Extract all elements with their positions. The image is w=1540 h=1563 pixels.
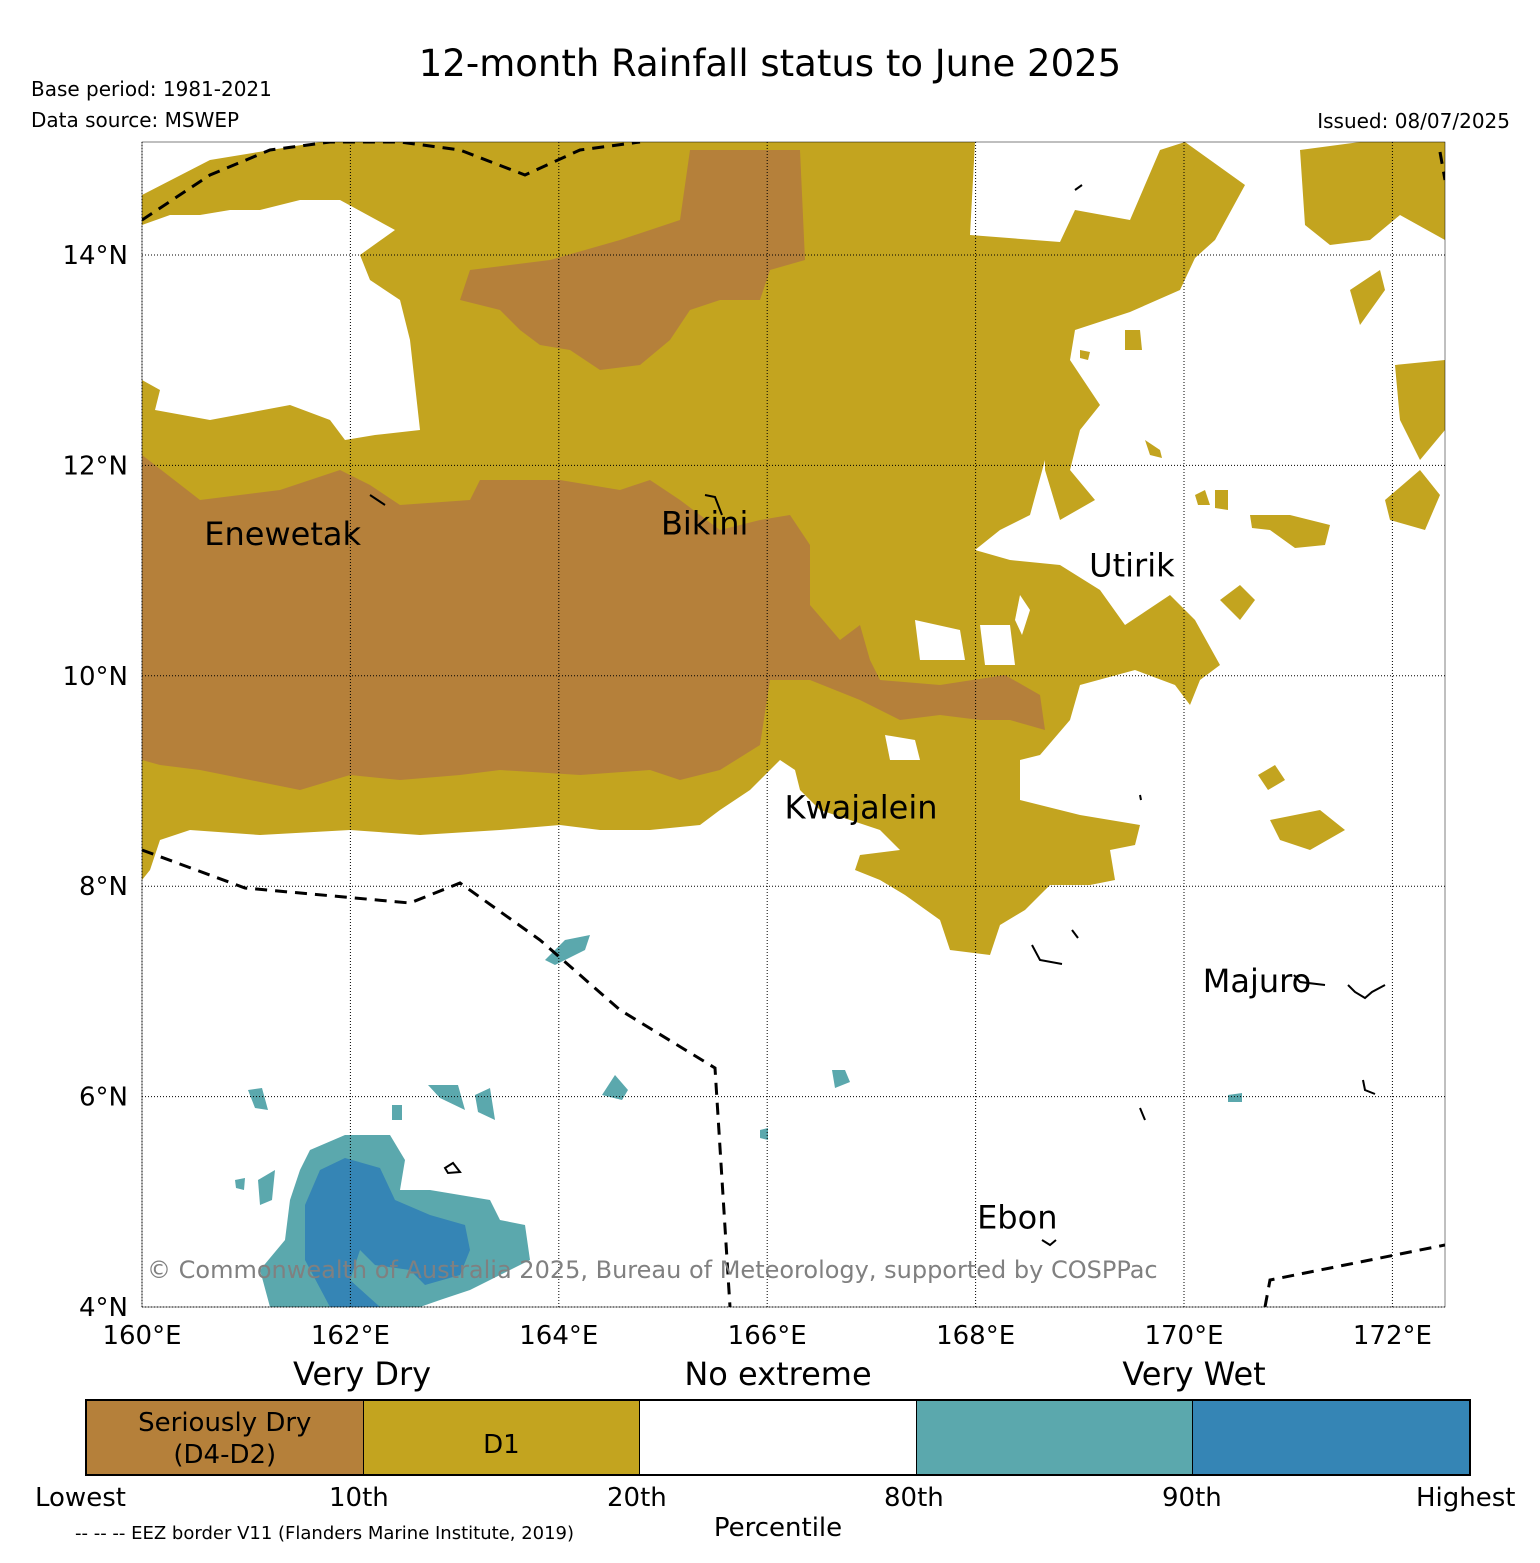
colorbar-seriously-dry: Seriously Dry (D4-D2) (87, 1401, 364, 1474)
lon-tick-label: 172°E (1353, 1321, 1432, 1351)
percentile-10th: 10th (329, 1483, 389, 1513)
island-outlines (369, 184, 1386, 1247)
map-frame (141, 141, 1446, 1308)
percentile-90th: 90th (1162, 1483, 1222, 1513)
lon-tick-label: 168°E (936, 1321, 1015, 1351)
place-labels: Enewetak Bikini Utirik Kwajalein Majuro Ebon (204, 504, 1311, 1236)
colorbar-no-extreme (640, 1401, 917, 1474)
lon-tick-label: 160°E (102, 1321, 181, 1351)
percentile-highest: Highest (1416, 1483, 1516, 1513)
longitude-labels: 160°E 162°E 164°E 166°E 168°E 170°E 172°E (102, 1321, 1431, 1351)
data-source: Data source: MSWEP (31, 108, 240, 132)
lat-tick-label: 4°N (79, 1293, 128, 1323)
issued-date: Issued: 08/07/2025 (1317, 109, 1510, 133)
place-label-enewetak: Enewetak (204, 515, 361, 553)
eez-border (142, 142, 1445, 1307)
percentile-20th: 20th (607, 1483, 667, 1513)
lon-tick-label: 164°E (519, 1321, 598, 1351)
colorbar-d1: D1 (363, 1401, 641, 1474)
legend-group-very-dry: Very Dry (292, 1355, 432, 1393)
legend-group-very-wet: Very Wet (1122, 1355, 1266, 1393)
percentile-title: Percentile (713, 1513, 843, 1543)
lon-tick-label: 162°E (311, 1321, 390, 1351)
colorbar-very-wet (916, 1401, 1194, 1474)
percentile-lowest: Lowest (35, 1483, 126, 1513)
colorbar: Seriously Dry (D4-D2) D1 (85, 1399, 1471, 1476)
lat-tick-label: 6°N (79, 1083, 128, 1113)
latitude-labels: 4°N 6°N 8°N 10°N 12°N 14°N (62, 241, 128, 1323)
map-title: 12-month Rainfall status to June 2025 (418, 42, 1122, 85)
colorbar-label-d1: D1 (483, 1430, 520, 1460)
lat-tick-label: 14°N (62, 241, 128, 271)
lat-tick-label: 12°N (62, 451, 128, 481)
eez-note: -- -- -- EEZ border V11 (Flanders Marine… (75, 1523, 575, 1544)
seriously-dry-region (142, 150, 1045, 790)
map-fill-layer (142, 142, 1445, 1307)
place-label-ebon: Ebon (977, 1199, 1057, 1237)
place-label-kwajalein: Kwajalein (784, 788, 937, 826)
lat-tick-label: 8°N (79, 872, 128, 902)
colorbar-label-seriously-dry: Seriously Dry (D4-D2) (138, 1408, 312, 1470)
place-label-majuro: Majuro (1203, 962, 1311, 1000)
lat-tick-label: 10°N (62, 662, 128, 692)
percentile-80th: 80th (884, 1483, 944, 1513)
colorbar-highest (1193, 1401, 1469, 1474)
copyright-text: © Commonwealth of Australia 2025, Bureau… (147, 1256, 1158, 1284)
legend-group-no-extreme: No extreme (684, 1355, 872, 1393)
lon-tick-label: 170°E (1144, 1321, 1223, 1351)
place-label-bikini: Bikini (661, 504, 748, 542)
base-period: Base period: 1981-2021 (31, 77, 272, 101)
highest-region (305, 1158, 470, 1307)
lon-tick-label: 166°E (728, 1321, 807, 1351)
place-label-utirik: Utirik (1089, 546, 1175, 584)
